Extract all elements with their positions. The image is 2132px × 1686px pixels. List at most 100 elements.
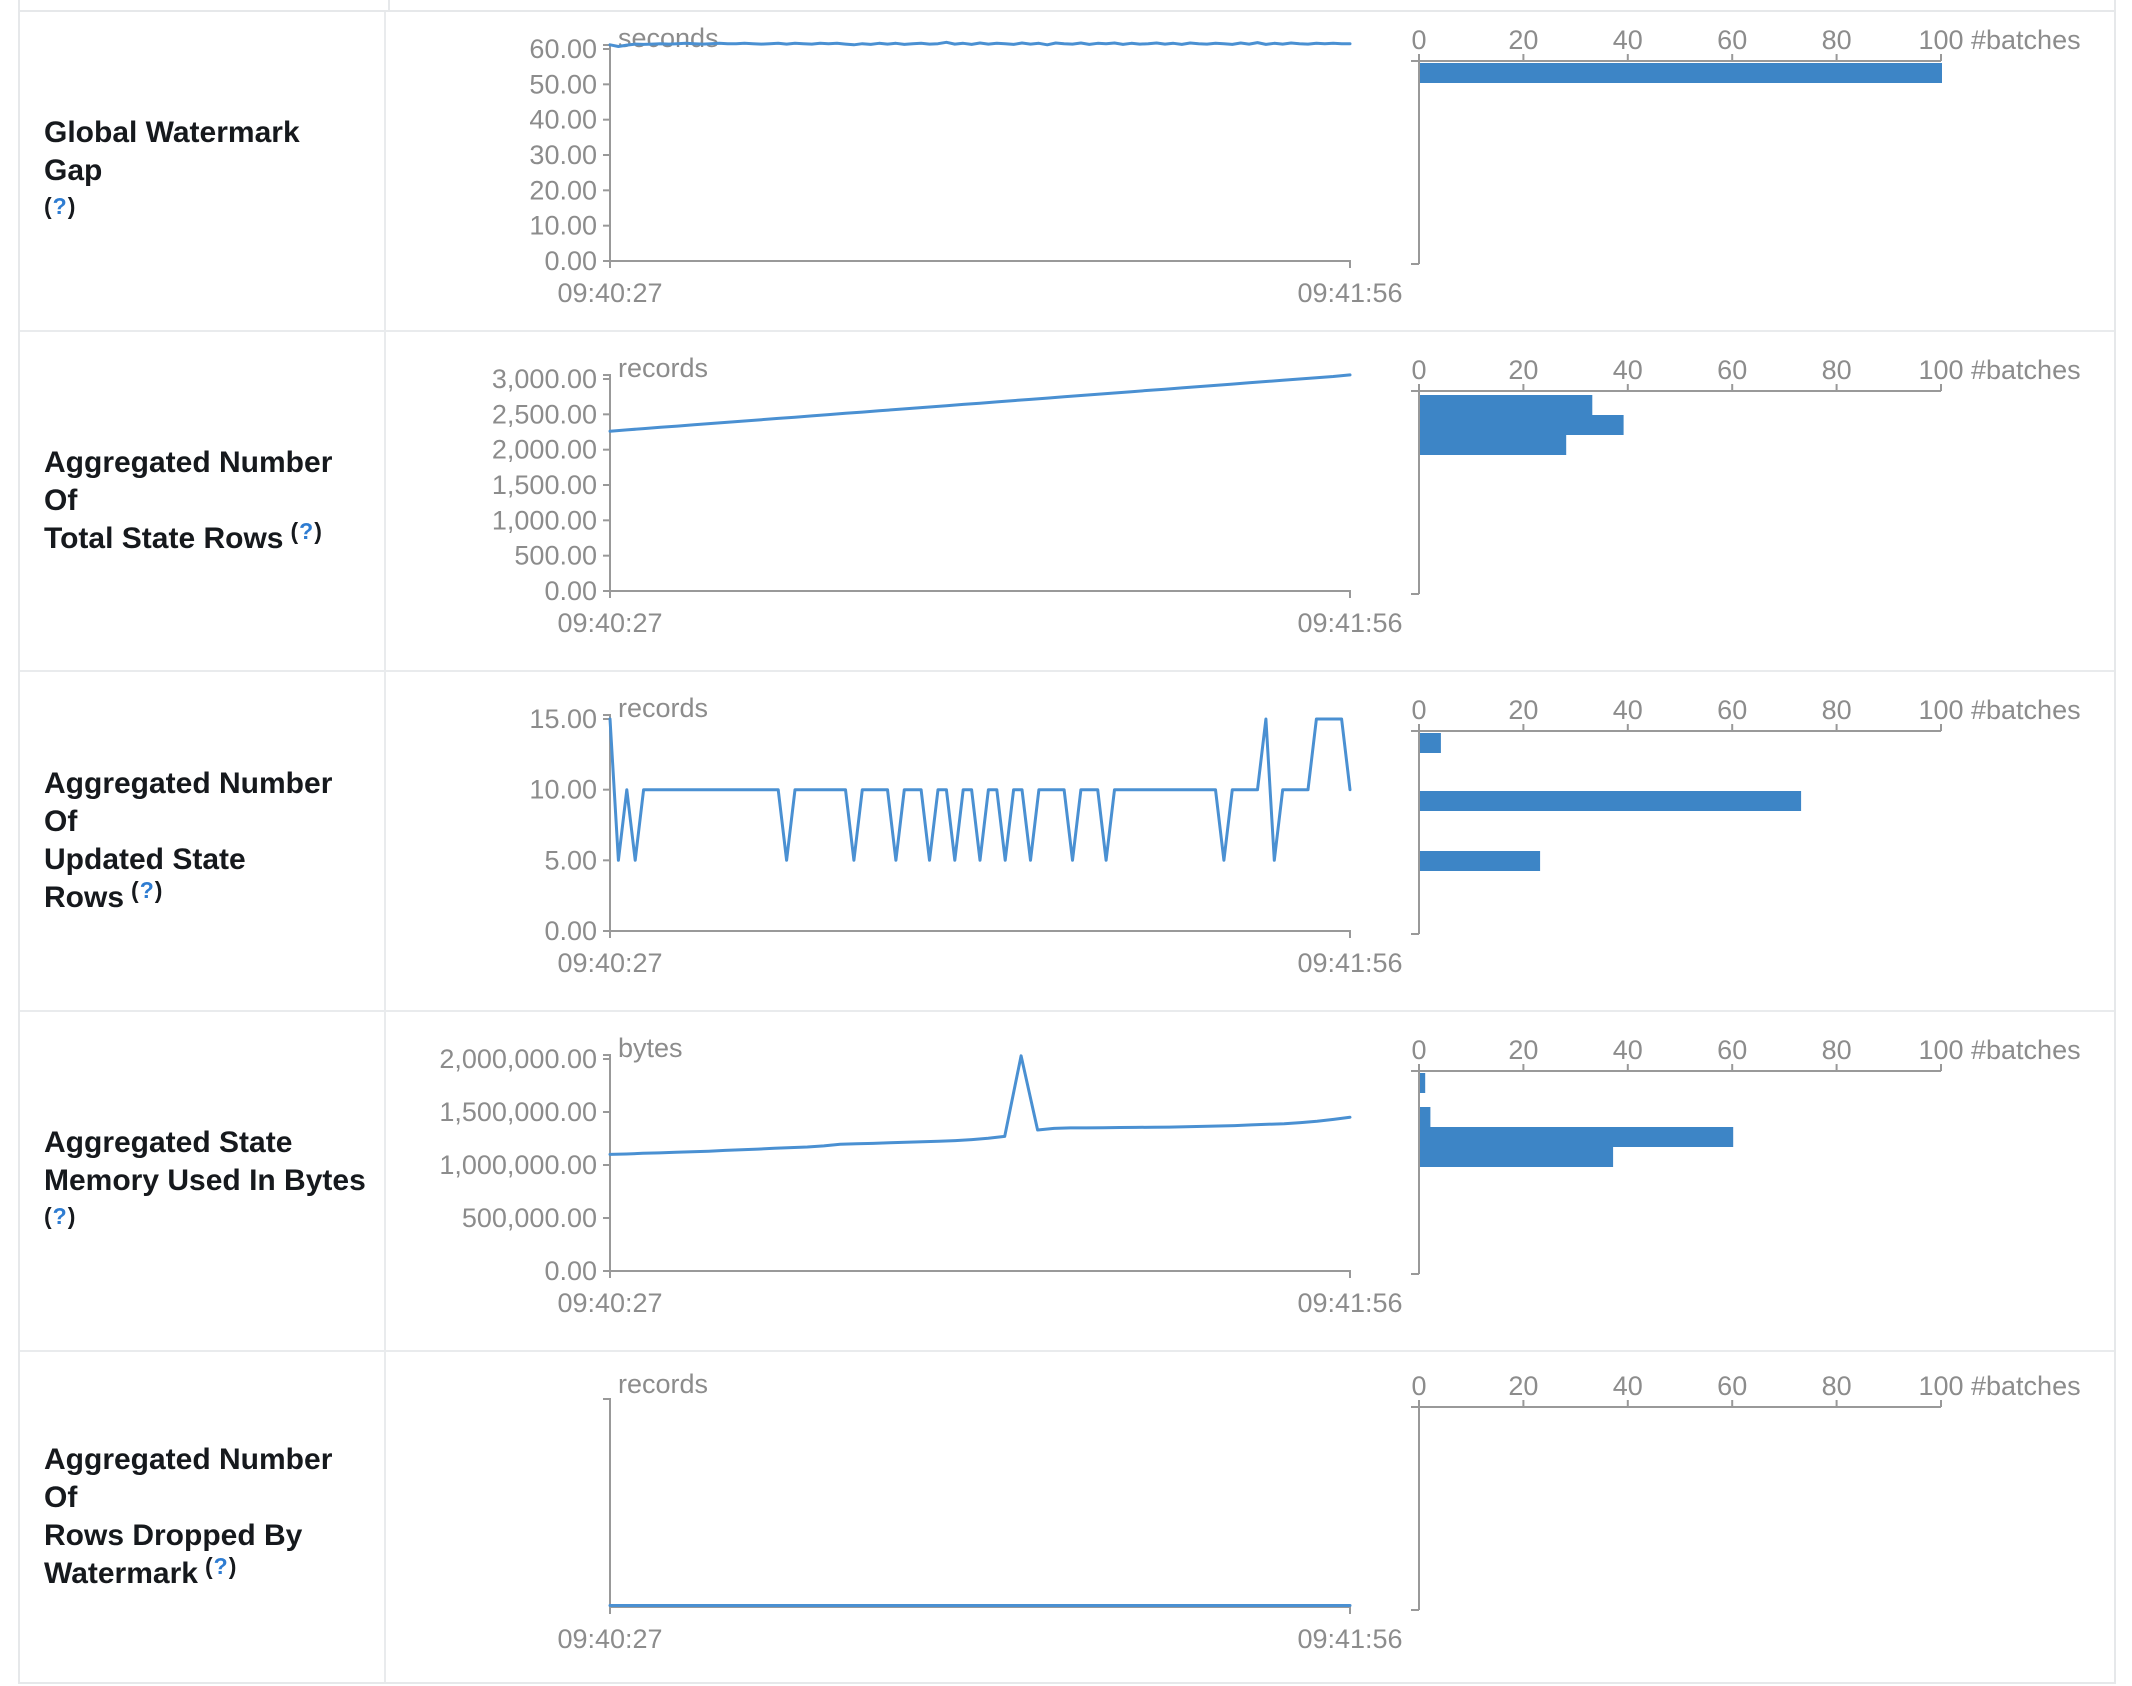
metric-title-text: Updated State Rows [44, 842, 246, 914]
metric-row-3: Aggregated Number Of Updated State Rows (?… [20, 672, 2114, 1012]
histogram-bar [1420, 1073, 1426, 1093]
metric-label-cell: Global Watermark Gap (?) [20, 12, 386, 330]
timeline-y-tick-label: 30.00 [529, 140, 597, 170]
timeline-unit-label: records [618, 353, 708, 383]
timeline-y-tick-label: 40.00 [529, 105, 597, 135]
help-tooltip-link[interactable]: (?) [290, 518, 322, 544]
help-paren-close: ) [228, 1552, 238, 1579]
metric-title-text: Aggregated Number Of [44, 766, 333, 838]
help-paren-open: ( [131, 876, 140, 903]
metric-title-text: Watermark [44, 1556, 198, 1590]
timeline-y-tick-label: 50.00 [529, 69, 597, 99]
help-paren-open: ( [204, 1552, 214, 1579]
help-tooltip-link[interactable]: (?) [44, 1203, 76, 1229]
histogram-x-tick-label: 100 [1918, 1371, 1963, 1401]
histogram-chart: 0 20 40 60 80 100 #batches [1411, 355, 2081, 595]
timeline-x-start-label: 09:40:27 [557, 608, 662, 638]
metric-charts-cell: seconds 0.00 10.00 20.00 30.00 40.00 50.00 60.0… [386, 12, 2114, 330]
help-tooltip-link[interactable]: (?) [131, 877, 163, 903]
timeline-y-tick-label: 3,000.00 [492, 364, 597, 394]
metric-label-cell: Aggregated Number Of Rows Dropped By Water… [20, 1352, 386, 1682]
histogram-bar [1420, 435, 1567, 455]
histogram-x-tick-label: 40 [1613, 1371, 1643, 1401]
timeline-y-tick-label: 1,500.00 [492, 470, 597, 500]
histogram-bar [1420, 415, 1624, 435]
help-tooltip-link[interactable]: (?) [44, 193, 76, 219]
help-question-mark: ? [139, 876, 155, 903]
timeline-y-tick-label: 0.00 [544, 916, 597, 946]
histogram-x-tick-label: 80 [1822, 695, 1852, 725]
timeline-y-tick-label: 2,500.00 [492, 399, 597, 429]
timeline-y-tick-label: 1,500,000.00 [439, 1097, 597, 1127]
metric-help-line: (?) [44, 1200, 366, 1239]
histogram-x-tick-label: 80 [1822, 355, 1852, 385]
histogram-x-tick-label: 100 [1918, 1035, 1963, 1065]
timeline-y-tick-label: 10.00 [529, 775, 597, 805]
histogram-axes [1411, 1406, 1941, 1611]
metric-title-text: Aggregated Number Of [44, 445, 333, 517]
timeline-y-tick-label: 20.00 [529, 175, 597, 205]
histogram-x-tick-label: 60 [1717, 355, 1747, 385]
help-question-mark: ? [52, 1202, 68, 1229]
histogram-axes [1411, 390, 1941, 595]
histogram-bar [1420, 851, 1541, 871]
timeline-chart: bytes 0.00 500,000.00 1,000,000.00 1,500,000… [439, 1033, 1402, 1318]
metric-title: Aggregated State [44, 1124, 366, 1162]
metric-charts-cell: bytes 0.00 500,000.00 1,000,000.00 1,500,000… [386, 1012, 2114, 1350]
metric-label-cell: Aggregated Number Of Total State Rows (?) [20, 332, 386, 670]
help-paren-open: ( [290, 517, 300, 544]
table-outer-border-top-sliver-left [18, 0, 20, 10]
histogram-x-tick-label: 20 [1508, 355, 1538, 385]
metric-title: Watermark (?) [44, 1553, 366, 1594]
timeline-x-axis [609, 260, 1351, 268]
histogram-bar [1420, 63, 1942, 83]
timeline-unit-label: bytes [618, 1033, 683, 1063]
timeline-x-end-label: 09:41:56 [1297, 1288, 1402, 1318]
metric-charts-canvas: records 09:40:27 09:41:56 0 20 40 60 80 100 #batc… [557, 1369, 2080, 1654]
metric-label-cell: Aggregated Number Of Updated State Rows (?… [20, 672, 386, 1010]
timeline-unit-label: records [618, 1369, 708, 1399]
help-paren-close: ) [67, 1202, 77, 1229]
timeline-chart: records 0.00 5.00 10.00 15.00 09:40:27 09:41:5… [529, 693, 1402, 978]
help-tooltip-link[interactable]: (?) [205, 1553, 237, 1579]
histogram-x-tick-label: 100 [1918, 695, 1963, 725]
metric-title: Updated State Rows (?) [44, 841, 366, 918]
metric-title-text: Total State Rows [44, 521, 284, 555]
help-paren-close: ) [314, 517, 323, 544]
metric-row-2: Aggregated Number Of Total State Rows (?) … [20, 332, 2114, 672]
timeline-x-start-label: 09:40:27 [557, 1288, 662, 1318]
timeline-chart: records 0.00 500.00 1,000.00 1,500.00 2,000.0… [492, 353, 1403, 638]
histogram-x-tick-label: 20 [1508, 695, 1538, 725]
help-paren-open: ( [44, 1202, 53, 1229]
help-question-mark: ? [299, 517, 315, 544]
metric-row-4: Aggregated State Memory Used In Bytes (?) … [20, 1012, 2114, 1352]
histogram-chart: 0 20 40 60 80 100 #batches [1411, 25, 2081, 265]
metric-charts-canvas: records 0.00 500.00 1,000.00 1,500.00 2,000.0… [492, 353, 2081, 638]
timeline-y-tick-label: 1,000,000.00 [439, 1150, 597, 1180]
histogram-bar [1420, 1127, 1734, 1147]
timeline-x-end-label: 09:41:56 [1297, 278, 1402, 308]
histogram-x-tick-label: 0 [1411, 25, 1426, 55]
histogram-x-tick-label: 80 [1822, 25, 1852, 55]
histogram-x-tick-label: 0 [1411, 695, 1426, 725]
timeline-y-tick-label: 2,000,000.00 [439, 1044, 597, 1074]
histogram-x-tick-label: 60 [1717, 25, 1747, 55]
histogram-chart: 0 20 40 60 80 100 #batches [1411, 1035, 2081, 1275]
metric-title-text: Global Watermark Gap [44, 115, 300, 187]
timeline-x-end-label: 09:41:56 [1297, 608, 1402, 638]
metric-charts-cell: records 0.00 500.00 1,000.00 1,500.00 2,000.0… [386, 332, 2114, 670]
histogram-bar [1420, 791, 1802, 811]
timeline-y-tick-label: 0.00 [544, 1256, 597, 1286]
timeline-y-tick-label: 0.00 [544, 246, 597, 276]
metric-title: Aggregated Number Of [44, 444, 366, 520]
timeline-x-axis [609, 590, 1351, 598]
histogram-bar [1420, 1147, 1614, 1167]
timeline-y-axis [603, 1398, 611, 1607]
timeline-unit-label: seconds [618, 23, 719, 53]
metric-title-text: Memory Used In Bytes [44, 1163, 366, 1197]
timeline-series-line [608, 373, 1352, 433]
histogram-x-tick-label: 40 [1613, 695, 1643, 725]
histogram-x-tick-label: 80 [1822, 1035, 1852, 1065]
timeline-chart: records 09:40:27 09:41:56 [557, 1369, 1402, 1654]
